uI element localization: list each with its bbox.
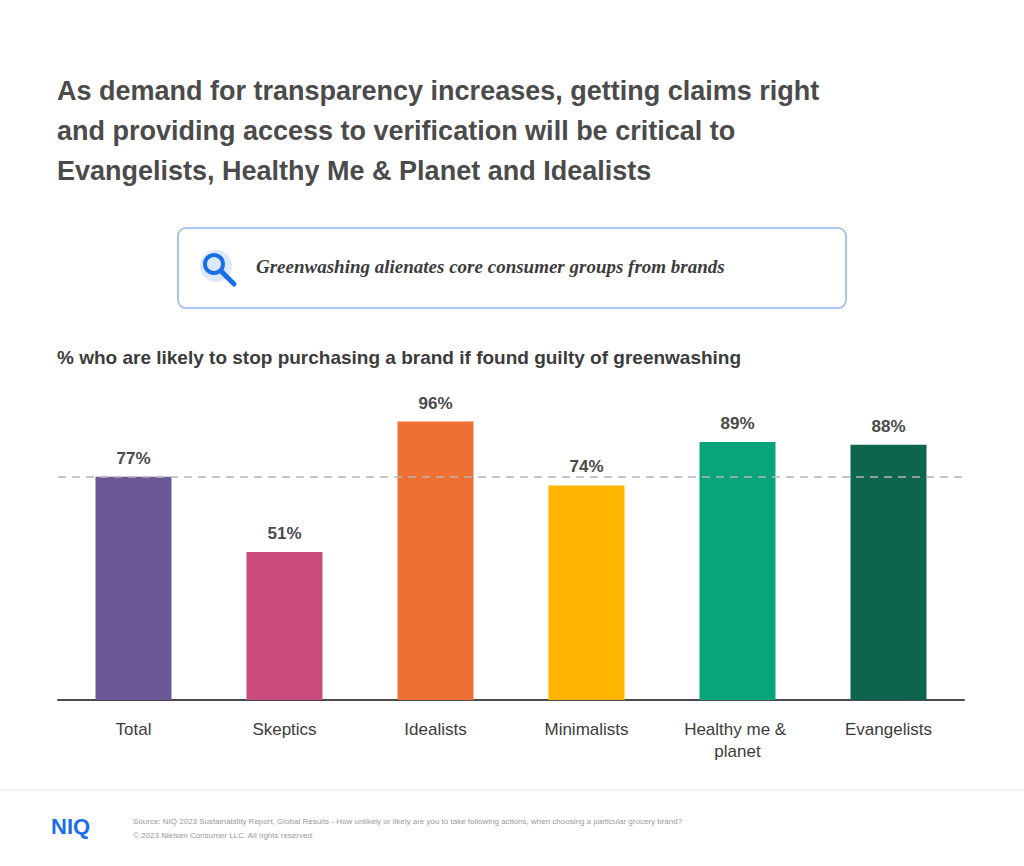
svg-text:88%: 88% [871, 417, 905, 436]
svg-text:77%: 77% [116, 449, 150, 468]
svg-text:planet: planet [714, 742, 761, 761]
svg-text:and providing access to verifi: and providing access to verification wil… [57, 116, 743, 146]
svg-text:Skeptics: Skeptics [252, 720, 316, 739]
svg-text:© 2023 Nielsen Consumer LLC. A: © 2023 Nielsen Consumer LLC. All rights … [133, 831, 314, 840]
svg-text:As demand for transparency inc: As demand for transparency increases, ge… [57, 76, 827, 106]
svg-text:Source: NIQ 2023 Sustainabilit: Source: NIQ 2023 Sustainability Report, … [133, 817, 683, 826]
svg-text:89%: 89% [720, 414, 754, 433]
svg-text:Greenwashing alienates core co: Greenwashing alienates core consumer gro… [256, 256, 725, 277]
svg-text:Total: Total [116, 720, 152, 739]
svg-text:Idealists: Idealists [404, 720, 466, 739]
svg-text:Evangelists, Healthy Me & Plan: Evangelists, Healthy Me & Planet and Ide… [57, 156, 651, 186]
svg-text:Minimalists: Minimalists [544, 720, 628, 739]
svg-text:Healthy me &: Healthy me & [684, 720, 791, 739]
svg-text:Evangelists: Evangelists [845, 720, 932, 739]
svg-text:% who are likely to stop purch: % who are likely to stop purchasing a br… [57, 347, 741, 368]
svg-text:51%: 51% [267, 524, 301, 543]
svg-text:74%: 74% [569, 457, 603, 476]
svg-text:NIQ: NIQ [51, 814, 90, 839]
svg-text:96%: 96% [418, 394, 452, 413]
